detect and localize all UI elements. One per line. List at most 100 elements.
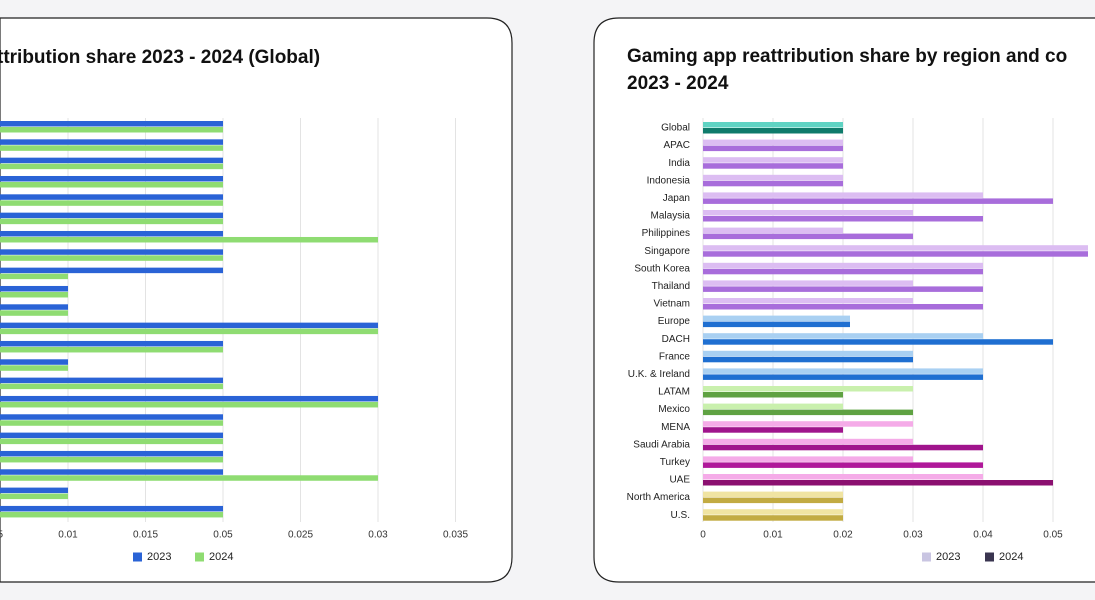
category-label: Saudi Arabia bbox=[633, 439, 690, 450]
chart-title: Gaming app reattribution share by region… bbox=[627, 46, 1067, 67]
bar bbox=[0, 438, 223, 445]
bar bbox=[703, 386, 913, 392]
bar bbox=[703, 262, 983, 269]
category-label: Philippines bbox=[642, 228, 690, 239]
bar bbox=[0, 456, 223, 463]
legend-swatch bbox=[922, 552, 931, 562]
bar bbox=[0, 291, 68, 298]
category-label: France bbox=[659, 351, 691, 362]
category-label: DACH bbox=[662, 334, 690, 345]
chart-title: 2023 - 2024 bbox=[627, 73, 729, 94]
bar bbox=[703, 491, 843, 498]
bar bbox=[703, 403, 843, 410]
bar bbox=[0, 267, 223, 274]
category-label: Europe bbox=[658, 316, 691, 327]
category-label: LATAM bbox=[658, 387, 690, 398]
bar bbox=[703, 392, 843, 398]
bar bbox=[0, 359, 68, 365]
bar bbox=[703, 480, 1053, 486]
bar bbox=[0, 175, 223, 182]
bar bbox=[0, 255, 223, 261]
bar bbox=[703, 198, 1053, 204]
bar bbox=[0, 163, 223, 170]
bar bbox=[703, 145, 843, 152]
legend-label: 2024 bbox=[999, 551, 1023, 563]
bar bbox=[0, 365, 68, 371]
category-label: Vietnam bbox=[653, 299, 690, 310]
x-tick-label: 0.015 bbox=[133, 530, 158, 541]
bar bbox=[703, 251, 1088, 257]
bar bbox=[703, 210, 913, 216]
bar bbox=[703, 427, 843, 433]
bar bbox=[0, 310, 68, 316]
x-tick-label: 0.025 bbox=[288, 530, 313, 541]
category-label: U.K. & Ireland bbox=[628, 369, 690, 380]
bar bbox=[703, 268, 983, 275]
bar bbox=[703, 474, 983, 480]
category-label: Malaysia bbox=[651, 211, 691, 222]
bar bbox=[0, 475, 378, 481]
bar bbox=[0, 145, 223, 151]
category-label: U.S. bbox=[671, 510, 690, 521]
bar bbox=[0, 346, 223, 353]
chart-title: ttribution share 2023 - 2024 (Global) bbox=[0, 47, 320, 68]
bar bbox=[703, 122, 843, 128]
bar bbox=[703, 139, 843, 146]
category-label: Mexico bbox=[658, 404, 690, 415]
bar bbox=[703, 456, 913, 462]
category-label: North America bbox=[627, 492, 691, 503]
bar bbox=[0, 200, 223, 206]
x-tick-label: 0.02 bbox=[833, 530, 853, 541]
bar bbox=[0, 212, 223, 219]
bar bbox=[703, 509, 843, 515]
bar bbox=[0, 401, 378, 408]
bar bbox=[703, 180, 843, 187]
bar bbox=[0, 450, 223, 457]
x-tick-label: 0.05 bbox=[1043, 530, 1063, 541]
bar bbox=[0, 249, 223, 255]
legend-swatch bbox=[133, 552, 142, 562]
bar bbox=[0, 304, 68, 310]
bar bbox=[0, 420, 223, 426]
bar bbox=[703, 174, 843, 181]
bar bbox=[703, 462, 983, 468]
bar bbox=[703, 304, 983, 310]
x-tick-label: 0.01 bbox=[763, 530, 783, 541]
category-label: Thailand bbox=[652, 281, 690, 292]
bar bbox=[703, 128, 843, 134]
bar bbox=[703, 497, 843, 504]
category-label: South Korea bbox=[634, 263, 690, 274]
bar bbox=[0, 328, 378, 335]
bar bbox=[0, 121, 223, 127]
bar bbox=[0, 181, 223, 188]
bar bbox=[703, 515, 843, 521]
category-label: APAC bbox=[664, 140, 691, 151]
bar bbox=[0, 230, 223, 237]
x-tick-label: 0.04 bbox=[973, 530, 993, 541]
bar bbox=[0, 493, 68, 500]
category-label: Global bbox=[661, 123, 690, 134]
bar bbox=[703, 163, 843, 169]
x-tick-label: 0 bbox=[700, 530, 706, 541]
bar bbox=[0, 469, 223, 475]
bar bbox=[703, 356, 913, 363]
bar bbox=[703, 315, 850, 322]
x-tick-label: 0.03 bbox=[903, 530, 923, 541]
bar bbox=[703, 233, 913, 240]
x-tick-label: 0.005 bbox=[0, 530, 3, 541]
legend-label: 2023 bbox=[147, 551, 171, 563]
x-tick-label: 0.01 bbox=[58, 530, 78, 541]
legend-swatch bbox=[195, 552, 204, 562]
bar bbox=[0, 273, 68, 280]
bar bbox=[703, 157, 843, 163]
card-left bbox=[0, 17, 513, 583]
legend-swatch bbox=[985, 552, 994, 562]
bar bbox=[703, 374, 983, 380]
bar bbox=[703, 286, 983, 292]
x-tick-label: 0.03 bbox=[368, 530, 388, 541]
bar bbox=[0, 487, 68, 494]
bar bbox=[0, 432, 223, 439]
bar bbox=[0, 127, 223, 133]
bar bbox=[0, 414, 223, 420]
legend-label: 2024 bbox=[209, 551, 233, 563]
